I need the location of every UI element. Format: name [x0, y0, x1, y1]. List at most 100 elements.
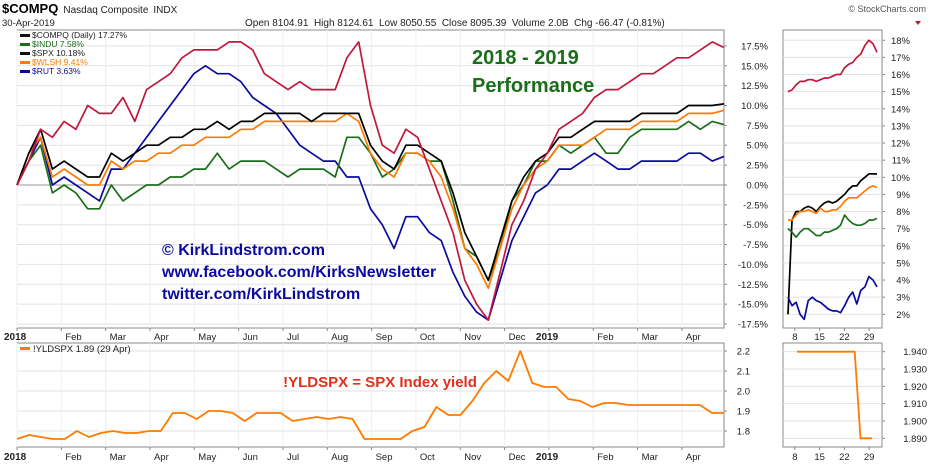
x-tick-label: 2019	[536, 452, 559, 463]
x-tick-label: Jun	[243, 452, 258, 463]
series-line-zoomrut	[787, 275, 878, 321]
y-tick-label: 10%	[891, 173, 911, 184]
main-panel-frame	[16, 29, 725, 329]
legend-swatch	[20, 52, 30, 55]
x-tick-label: 22	[839, 332, 850, 343]
x-tick-label: Apr	[154, 332, 169, 343]
x-tick-label: 29	[864, 332, 875, 343]
x-tick-label: 8	[792, 332, 797, 343]
y-tick-label: 2%	[896, 310, 910, 321]
y-tick-label: 2.2	[737, 347, 750, 358]
y-tick-label: 17%	[891, 53, 911, 64]
x-tick-label: 8	[792, 452, 797, 463]
y-tick-label: 12.5%	[741, 81, 768, 92]
x-tick-label: Aug	[331, 332, 348, 343]
yield-legend-swatch	[20, 347, 30, 350]
chart-exchange: INDX	[153, 5, 177, 16]
x-tick-label: Mar	[642, 452, 658, 463]
y-tick-label: 1.8	[737, 427, 750, 438]
y-tick-label: 5.0%	[746, 141, 768, 152]
legend-swatch	[20, 61, 30, 64]
legend-label: $COMPQ (Daily) 17.27%	[32, 30, 127, 40]
y-tick-label: 4%	[896, 276, 910, 287]
series-line-zoomyldspx	[797, 350, 872, 440]
yield-note: !YLDSPX = SPX Index yield	[283, 374, 477, 391]
y-tick-label: 6%	[896, 241, 910, 252]
x-tick-label: Apr	[686, 332, 701, 343]
legend-label: $WLSH 9.41%	[32, 57, 88, 67]
x-tick-label: 29	[864, 452, 875, 463]
x-tick-label: Feb	[65, 332, 81, 343]
y-tick-label: 11%	[892, 156, 911, 167]
y-tick-label: 10.0%	[741, 101, 768, 112]
yield-zoom-frame	[782, 342, 883, 448]
twitter-note: twitter.com/KirkLindstrom	[162, 286, 360, 303]
series-line-zoomcompq	[787, 39, 878, 93]
legend-swatch	[20, 34, 30, 37]
y-tick-label: -15.0%	[738, 300, 769, 311]
chart-symbol: $COMPQ	[2, 1, 58, 16]
x-tick-label: Sep	[376, 332, 393, 343]
y-tick-label: 1.900	[903, 417, 927, 428]
x-tick-label: Jul	[287, 452, 299, 463]
series-line-zoomspx	[787, 173, 877, 315]
x-tick-label: Nov	[464, 452, 481, 463]
x-tick-label: 2019	[536, 332, 559, 343]
x-tick-label: Jun	[243, 332, 258, 343]
x-tick-label: Feb	[65, 452, 81, 463]
series-line-compq	[16, 41, 725, 321]
x-tick-label: Jul	[287, 332, 299, 343]
legend-swatch	[20, 43, 30, 46]
y-tick-label: 1.9	[737, 407, 750, 418]
x-tick-label: Mar	[110, 452, 126, 463]
y-tick-label: 7.5%	[746, 121, 768, 132]
y-tick-label: 1.910	[903, 399, 927, 410]
y-tick-label: 0.0%	[746, 180, 768, 191]
yield-zoom-panel: 1.940 1.930 1.920 1.910 1.900 1.890	[782, 342, 927, 448]
yield-panel: 2.2 2.1 2.0 1.9 1.8 !YLDSPX 1.89 (29 Apr) !Y…	[16, 342, 750, 448]
series-line-wlsh	[16, 109, 725, 290]
x-tick-label: Mar	[110, 332, 126, 343]
copyright-note: © KirkLindstrom.com	[162, 242, 325, 259]
facebook-note: www.facebook.com/KirksNewsletter	[161, 264, 436, 281]
legend-label: $RUT 3.63%	[32, 66, 81, 76]
series-line-zoomwlsh	[788, 185, 878, 221]
y-tick-label: 2.0	[737, 387, 750, 398]
x-tick-label: Dec	[509, 332, 526, 343]
y-tick-label: 3%	[896, 293, 910, 304]
x-tick-label: Feb	[597, 452, 613, 463]
y-tick-label: 1.940	[903, 347, 927, 358]
y-tick-label: 5%	[896, 258, 910, 269]
y-tick-label: 15%	[891, 87, 911, 98]
y-tick-label: 15.0%	[741, 61, 768, 72]
down-triangle-icon	[915, 21, 921, 25]
quote-summary: Open 8104.91 High 8124.61 Low 8050.55 Cl…	[245, 18, 665, 29]
y-tick-label: -7.5%	[743, 240, 768, 251]
yield-legend-label: !YLDSPX 1.89 (29 Apr)	[33, 344, 131, 355]
y-tick-label: 9%	[896, 190, 910, 201]
x-tick-label: Dec	[509, 452, 526, 463]
y-tick-label: 13%	[891, 121, 911, 132]
y-tick-label: -12.5%	[738, 280, 769, 291]
y-tick-label: -10.0%	[738, 260, 769, 271]
legend-label: $SPX 10.18%	[32, 48, 85, 58]
series-line-zoomindu	[787, 214, 878, 239]
x-tick-label: 22	[839, 452, 850, 463]
y-tick-label: 16%	[891, 70, 911, 81]
x-tick-label: Apr	[686, 452, 701, 463]
legend-swatch	[20, 70, 30, 73]
x-tick-label: Apr	[154, 452, 169, 463]
y-tick-label: 1.920	[903, 382, 927, 393]
chart-date: 30-Apr-2019	[2, 18, 55, 29]
y-tick-label: -5.0%	[743, 220, 768, 231]
y-tick-label: 2.1	[737, 367, 750, 378]
x-tick-label: Nov	[464, 332, 481, 343]
y-tick-label: 17.5%	[741, 41, 768, 52]
title-line-2: Performance	[472, 75, 594, 97]
y-tick-label: 12%	[891, 139, 911, 150]
zoom-panel-frame	[782, 29, 883, 329]
x-tick-label: Mar	[642, 332, 658, 343]
x-tick-label: 15	[814, 452, 825, 463]
y-tick-label: 7%	[896, 224, 910, 235]
x-tick-label: 2018	[4, 452, 27, 463]
